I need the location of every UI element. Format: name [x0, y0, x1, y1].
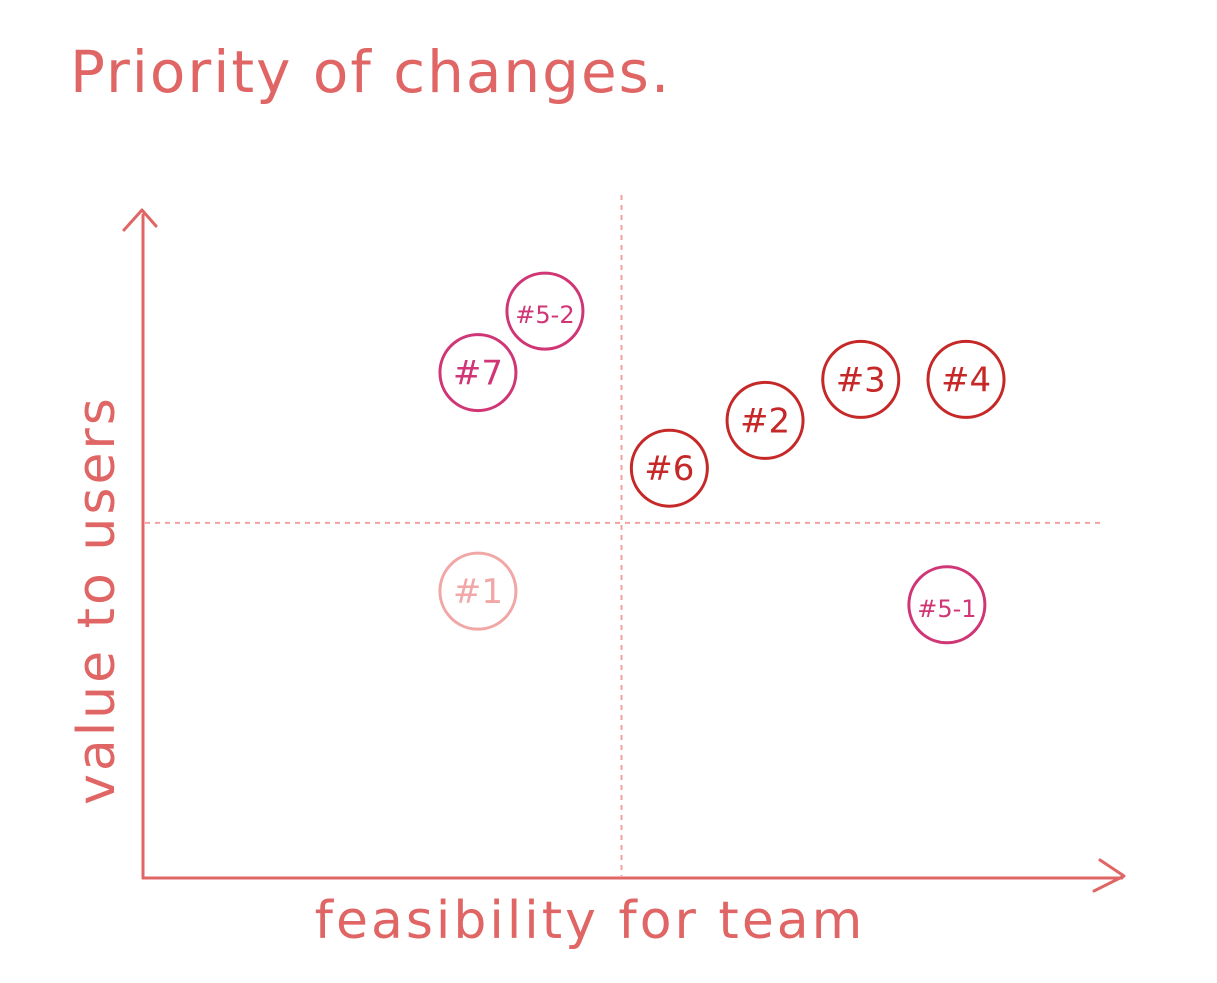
x-axis-arrow-icon [1092, 858, 1126, 893]
point-label: #3 [836, 360, 886, 400]
point-label: #1 [453, 572, 503, 612]
point-item-4: #4 [926, 339, 1006, 419]
point-marker [505, 271, 585, 351]
point-item-1: #1 [438, 551, 518, 631]
point-marker [821, 339, 901, 419]
y-axis-label: value to users [67, 395, 127, 805]
point-item-5-2: #5-2 [505, 271, 585, 351]
point-marker [438, 333, 518, 413]
point-item-6: #6 [629, 428, 709, 508]
x-axis-label: feasibility for team [315, 891, 866, 951]
point-marker [926, 339, 1006, 419]
point-label: #7 [453, 354, 503, 394]
point-item-2: #2 [725, 380, 805, 460]
point-label: #5-2 [515, 301, 574, 329]
y-axis-arrow-icon [122, 208, 158, 232]
plot-area [122, 195, 1126, 893]
point-item-5-1: #5-1 [907, 565, 987, 645]
point-label: #5-1 [917, 595, 976, 623]
point-label: #4 [941, 360, 991, 400]
point-marker [725, 380, 805, 460]
point-item-3: #3 [821, 339, 901, 419]
point-label: #2 [740, 401, 790, 441]
chart-title: Priority of changes. [70, 38, 671, 106]
point-marker [438, 551, 518, 631]
point-marker [907, 565, 987, 645]
point-item-7: #7 [438, 333, 518, 413]
point-label: #6 [644, 449, 694, 489]
point-marker [629, 428, 709, 508]
points-layer: #5-2 #7 #3 #4 #2 #6 #1 #5-1 [438, 271, 1006, 645]
